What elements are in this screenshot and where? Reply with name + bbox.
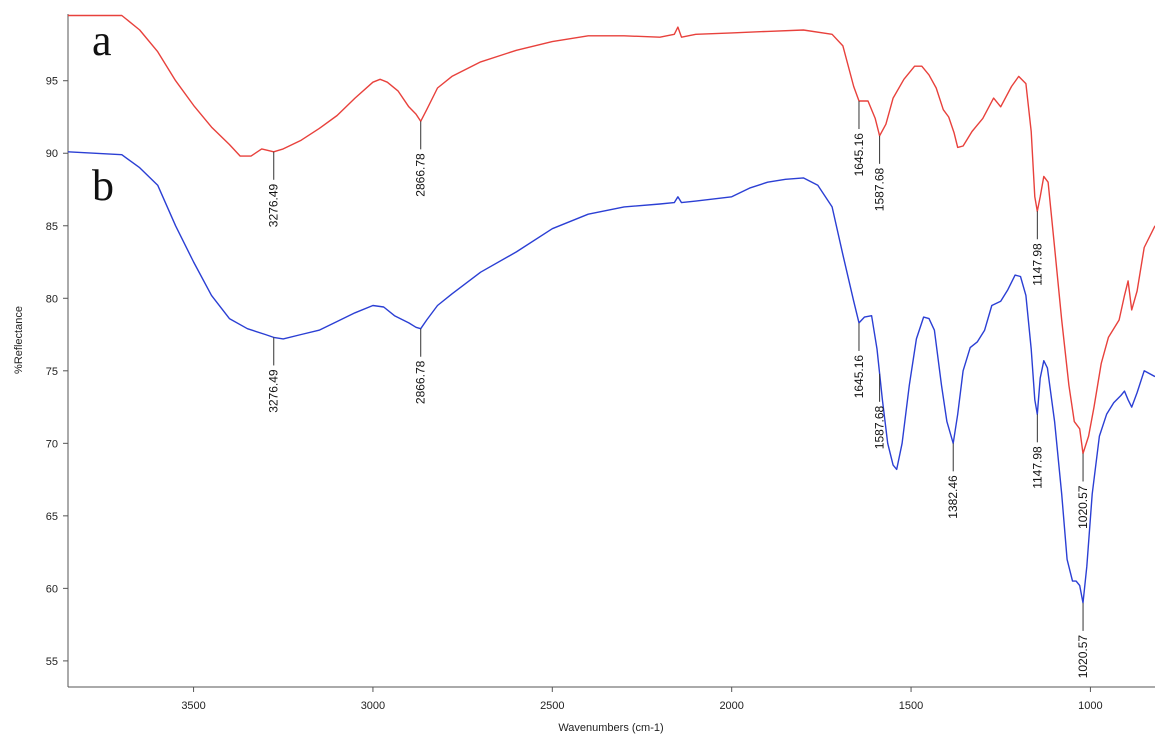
y-tick-label: 55 (46, 656, 58, 668)
peak-label: 1147.98 (1030, 446, 1044, 489)
peak-label: 1020.57 (1076, 485, 1090, 529)
y-tick-label: 65 (46, 511, 58, 523)
x-axis-title: Wavenumbers (cm-1) (558, 722, 663, 734)
x-tick-label: 3000 (361, 700, 385, 712)
x-tick-label: 3500 (181, 700, 205, 712)
series-line-a (68, 14, 1155, 455)
peak-label: 1020.57 (1076, 635, 1090, 679)
plot-area-frame (67, 14, 1155, 688)
y-axis-ticks: 55 60 65 70 75 80 85 90 95 (46, 76, 68, 668)
peak-label: 1382.46 (946, 475, 960, 519)
x-tick-label: 1500 (899, 700, 923, 712)
y-tick-label: 95 (46, 76, 58, 88)
peak-label: 1587.68 (873, 167, 887, 211)
x-axis-ticks: 3500 3000 2500 2000 1500 1000 (181, 687, 1103, 712)
x-tick-label: 2000 (719, 700, 743, 712)
x-tick-label: 2500 (540, 700, 564, 712)
series-tag-a: a (92, 16, 112, 65)
y-tick-label: 80 (46, 293, 58, 305)
peak-label: 1147.98 (1030, 243, 1044, 286)
peak-label: 3276.49 (267, 369, 281, 413)
peak-label: 1587.68 (873, 405, 887, 449)
x-tick-label: 1000 (1078, 700, 1102, 712)
peak-label: 1645.16 (852, 133, 866, 177)
y-tick-label: 75 (46, 366, 58, 378)
series-line-b (67, 151, 1155, 604)
peak-label: 2866.78 (414, 153, 428, 197)
series-tag-b: b (92, 161, 114, 210)
y-tick-label: 90 (46, 148, 58, 160)
y-tick-label: 85 (46, 221, 58, 233)
y-tick-label: 60 (46, 583, 58, 595)
y-axis-title: %Reflectance (13, 306, 25, 374)
series-layer (67, 14, 1155, 604)
peak-annotations: 3276.49 2866.78 1645.16 1587.68 1147.98 1020.… (267, 101, 1090, 678)
peak-label: 2866.78 (414, 360, 428, 404)
peak-label: 1645.16 (852, 355, 866, 399)
peak-label: 3276.49 (267, 183, 281, 227)
y-tick-label: 70 (46, 438, 58, 450)
